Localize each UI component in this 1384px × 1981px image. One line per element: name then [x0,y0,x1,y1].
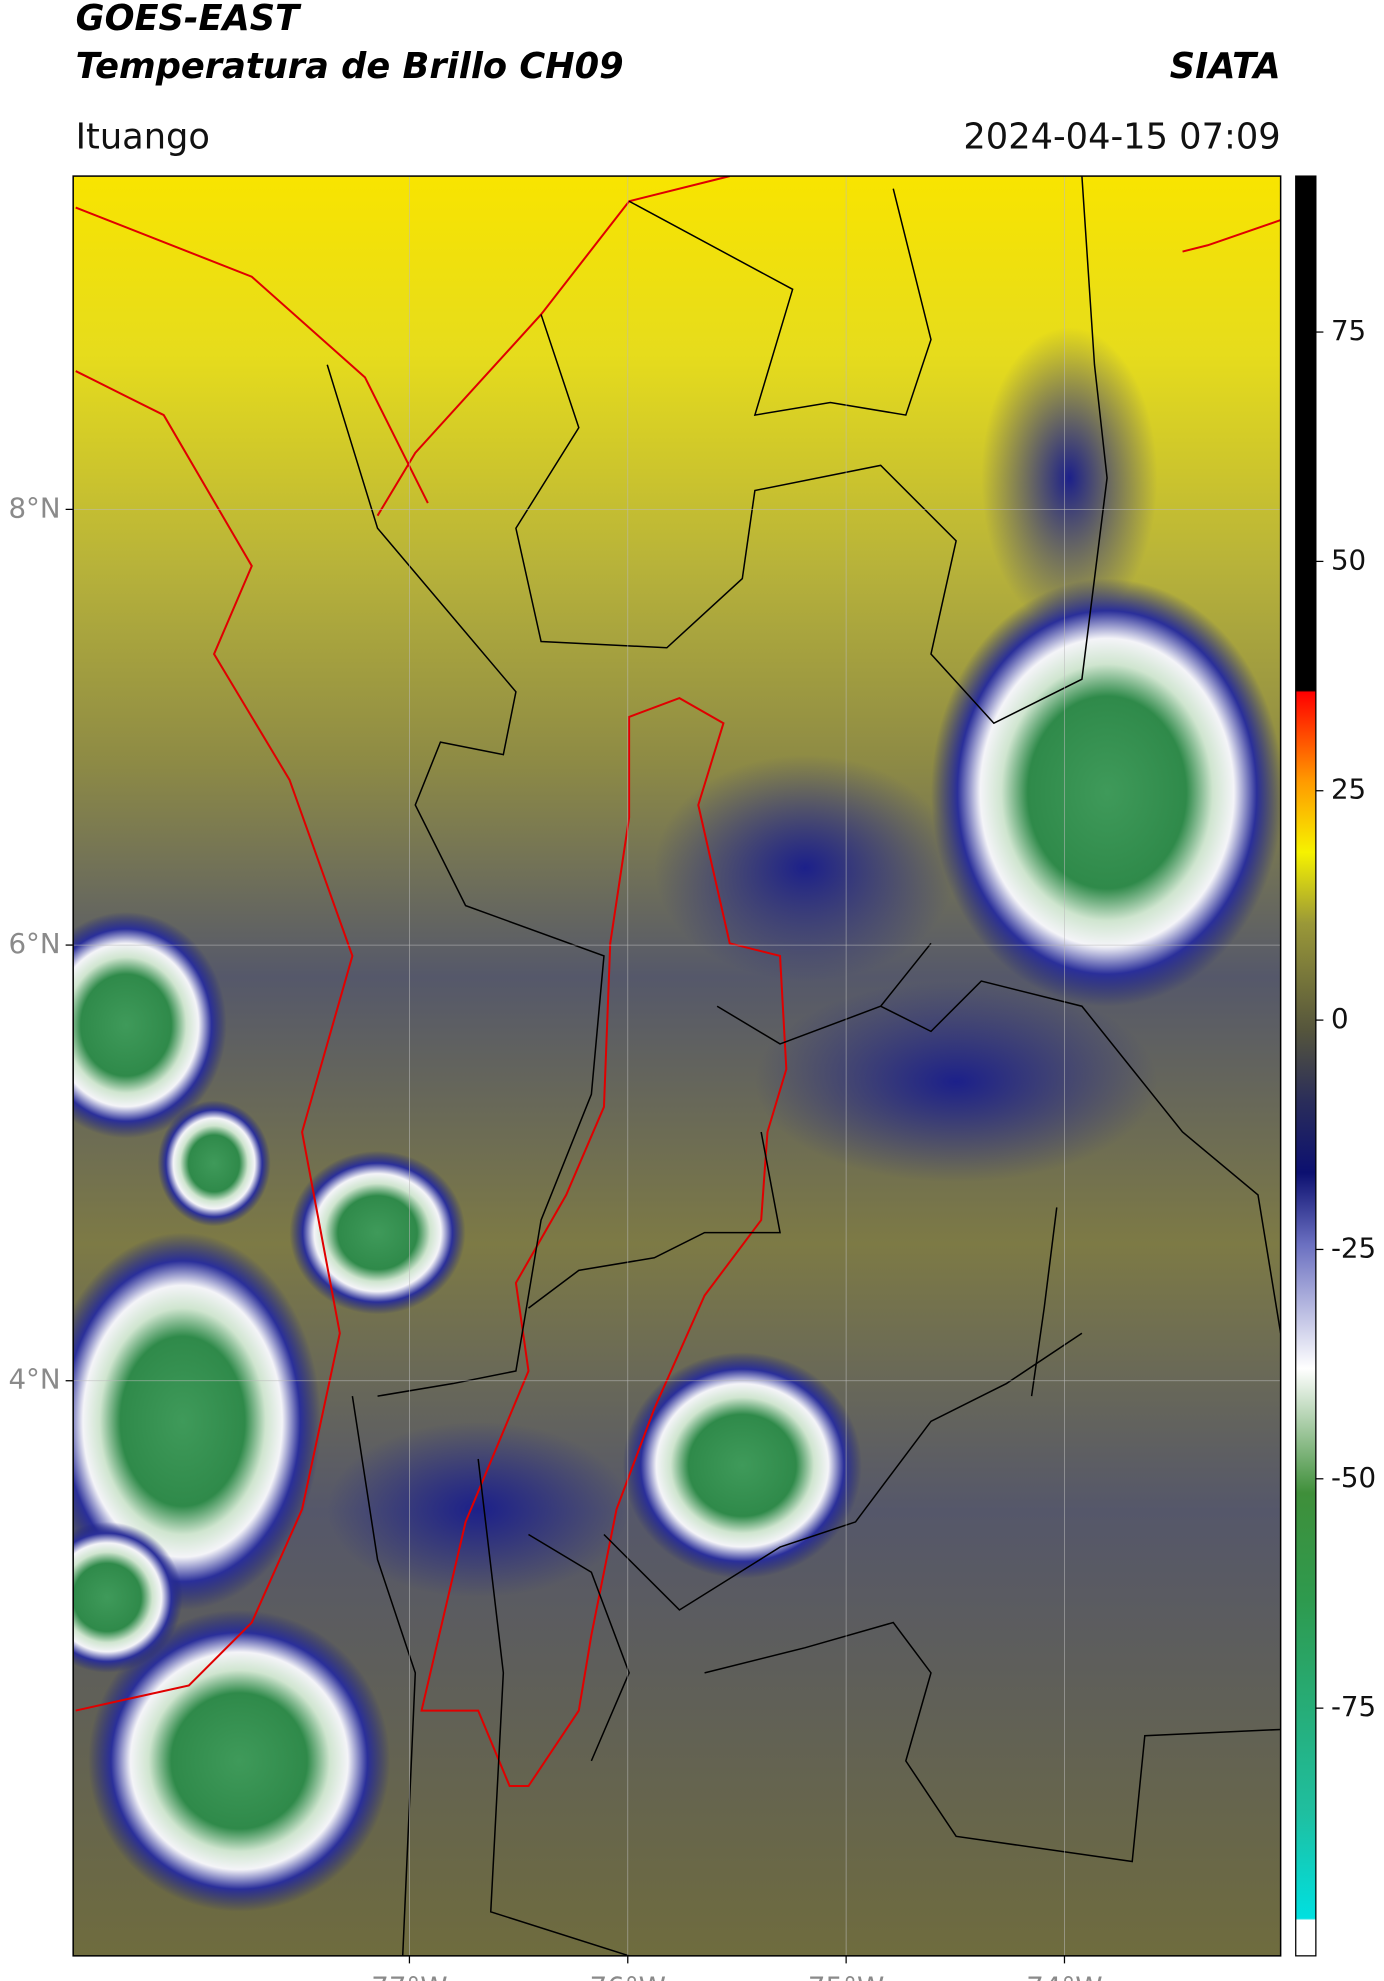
colorbar [1295,175,1317,1957]
colorbar-label: 0 [1331,1002,1349,1035]
lat-label: 4°N [8,1363,60,1396]
cloud-top [157,1100,271,1227]
cloud-top [73,1521,183,1673]
subtitle: Temperatura de Brillo CH09 [76,46,624,87]
title: GOES-EAST [76,0,302,39]
cold-area [754,981,1158,1183]
cold-area [981,327,1158,629]
cloud-top [622,1352,862,1579]
lat-label: 8°N [8,491,60,524]
coastline [75,206,429,504]
map-frame [72,175,1282,1957]
cloud-top [88,1609,391,1912]
colorbar-label: -75 [1331,1690,1376,1723]
graticule [73,176,1281,1956]
colorbar-label: 50 [1331,543,1366,576]
cold-area [327,1421,630,1598]
cloud-top [931,578,1281,1007]
cold-area [654,754,957,982]
boundaries [326,176,1281,1956]
satellite-image [73,176,1281,1956]
lat-label: 6°N [8,927,60,960]
colorbar-label: -50 [1331,1461,1376,1494]
colorbar-label: 25 [1331,773,1366,806]
coastline [1182,219,1281,253]
colorbar-label: 75 [1331,314,1366,347]
lon-label: 76°W [590,1971,666,1981]
cloud-top [73,1232,321,1610]
coastline [75,370,354,1712]
brand: SIATA [1170,46,1281,87]
lon-label: 77°W [371,1971,447,1981]
cloud-top [289,1150,466,1315]
lon-label: 75°W [808,1971,884,1981]
lon-label: 74°W [1026,1971,1102,1981]
colorbar-label: -25 [1331,1231,1376,1264]
timestamp: 2024-04-15 07:09 [963,116,1280,157]
cloud-top [73,911,227,1139]
location: Ituango [76,116,210,157]
